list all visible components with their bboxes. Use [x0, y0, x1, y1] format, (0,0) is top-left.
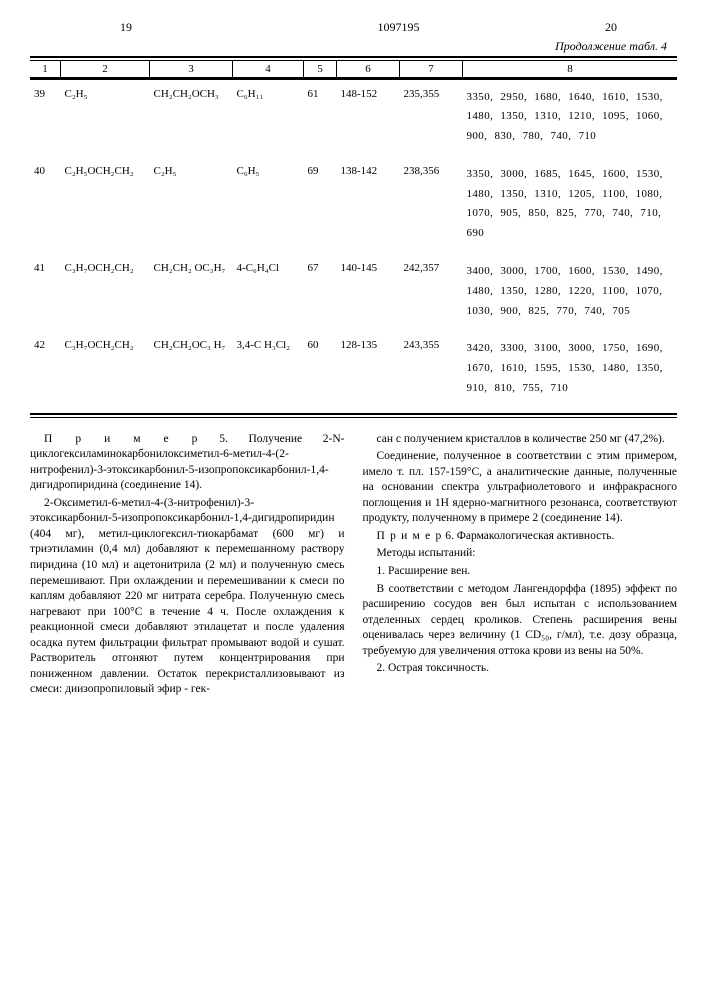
spectrum-cell: 3400, 3000, 1700, 1600, 1530, 1490, 1480… — [463, 258, 678, 335]
cell: 61 — [304, 84, 337, 161]
cell: C₃H₇OCH₂CH₂ — [61, 335, 150, 412]
cell: 242,357 — [400, 258, 463, 335]
para-r5: 1. Расширение вен. — [363, 564, 678, 580]
table-row: 40C₂H₅OCH₂CH₂C₂H₅C₆H₅69138-142238,356335… — [30, 161, 677, 258]
col-2: 2 — [61, 61, 150, 79]
para-r7: 2. Острая токсичность. — [363, 661, 678, 677]
cell: CH₂CH₂ OC₃H₇ — [150, 258, 233, 335]
rule-top — [30, 56, 677, 58]
para-ex6-head: П р и м е р 6. Фармакологическая активно… — [363, 529, 678, 545]
col-8: 8 — [463, 61, 678, 79]
table-row: 42C₃H₇OCH₂CH₂CH₂CH₂OC₃ H₇3,4-C H₃Cl₂6012… — [30, 335, 677, 412]
cell: 39 — [30, 84, 61, 161]
cell: 148-152 — [337, 84, 400, 161]
cell: 138-142 — [337, 161, 400, 258]
cell: 60 — [304, 335, 337, 412]
cell: 4-C₆H₄Cl — [233, 258, 304, 335]
col-6: 6 — [337, 61, 400, 79]
cell: 3,4-C H₃Cl₂ — [233, 335, 304, 412]
spectrum-cell: 3350, 3000, 1685, 1645, 1600, 1530, 1480… — [463, 161, 678, 258]
page-num-right: 20 — [605, 20, 617, 35]
col-3: 3 — [150, 61, 233, 79]
left-column: П р и м е р 5. Получение 2-N-циклогексил… — [30, 432, 345, 700]
cell: CH₂CH₂OCH₃ — [150, 84, 233, 161]
cell: C₂H₅OCH₂CH₂ — [61, 161, 150, 258]
cell: CH₂CH₂OC₃ H₇ — [150, 335, 233, 412]
cell: C₆H₁₁ — [233, 84, 304, 161]
cell: 140-145 — [337, 258, 400, 335]
col-5: 5 — [304, 61, 337, 79]
page-header: 19 1097195 20 — [30, 20, 677, 35]
para-r1: сан с получением кристаллов в количестве… — [363, 432, 678, 448]
cell: C₆H₅ — [233, 161, 304, 258]
page-num-left: 19 — [120, 20, 132, 35]
right-column: сан с получением кристаллов в количестве… — [363, 432, 678, 700]
para-ex5-body: 2-Оксиметил-6-метил-4-(3-нитрофенил)-3-э… — [30, 496, 345, 698]
table-row: 41C₃H₇OCH₂CH₂CH₂CH₂ OC₃H₇4-C₆H₄Cl67140-1… — [30, 258, 677, 335]
col-7: 7 — [400, 61, 463, 79]
doc-number: 1097195 — [378, 20, 420, 35]
cell: 238,356 — [400, 161, 463, 258]
cell: 40 — [30, 161, 61, 258]
table-row: 39C₂H₅CH₂CH₂OCH₃C₆H₁₁61148-152235,355335… — [30, 84, 677, 161]
cell: 67 — [304, 258, 337, 335]
data-table: 1 2 3 4 5 6 7 8 39C₂H₅CH₂CH₂OCH₃C₆H₁₁611… — [30, 60, 677, 413]
para-ex5-head: П р и м е р 5. Получение 2-N-циклогексил… — [30, 432, 345, 494]
cell: 41 — [30, 258, 61, 335]
para-r2: Соединение, полученное в соответствии с … — [363, 449, 678, 527]
col-1: 1 — [30, 61, 61, 79]
cell: C₂H₅ — [61, 84, 150, 161]
para-r6: В соответствии с методом Лангендорффа (1… — [363, 582, 678, 660]
cell: 243,355 — [400, 335, 463, 412]
rule-mid-2 — [30, 417, 677, 418]
col-4: 4 — [233, 61, 304, 79]
para-r4: Методы испытаний: — [363, 546, 678, 562]
cell: 128-135 — [337, 335, 400, 412]
body-columns: П р и м е р 5. Получение 2-N-циклогексил… — [30, 424, 677, 700]
cell: 235,355 — [400, 84, 463, 161]
cell: 42 — [30, 335, 61, 412]
cell: 69 — [304, 161, 337, 258]
continuation-label: Продолжение табл. 4 — [30, 39, 677, 54]
spectrum-cell: 3350, 2950, 1680, 1640, 1610, 1530, 1480… — [463, 84, 678, 161]
table-header-row: 1 2 3 4 5 6 7 8 — [30, 61, 677, 79]
rule-mid-1 — [30, 413, 677, 415]
cell: C₂H₅ — [150, 161, 233, 258]
cell: C₃H₇OCH₂CH₂ — [61, 258, 150, 335]
spectrum-cell: 3420, 3300, 3100, 3000, 1750, 1690, 1670… — [463, 335, 678, 412]
